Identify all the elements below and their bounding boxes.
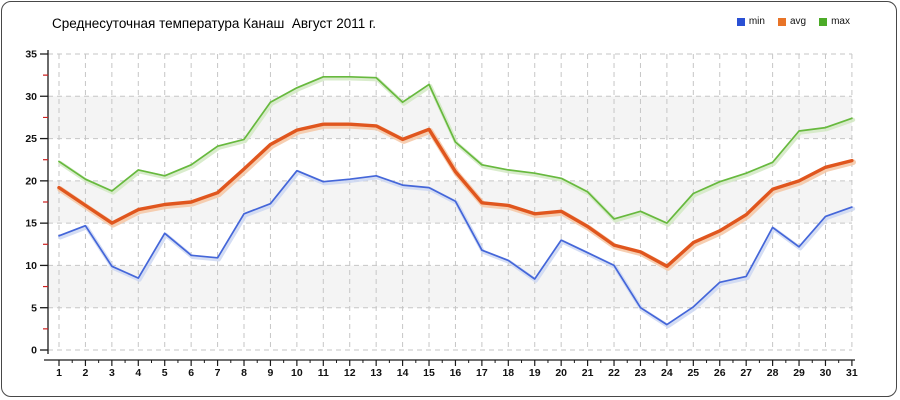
legend-label-avg: avg <box>789 16 807 27</box>
series-max-line <box>58 75 853 224</box>
x-tick-label: 20 <box>555 367 567 379</box>
y-tick-label: 20 <box>25 175 37 187</box>
x-tick-label: 16 <box>450 367 462 379</box>
legend-item-avg: avg <box>777 16 807 27</box>
y-tick-label: 15 <box>25 218 37 230</box>
x-tick-label: 25 <box>687 367 699 379</box>
x-tick-label: 31 <box>846 367 858 379</box>
series-avg-line <box>57 122 854 268</box>
legend-label-max: max <box>831 16 850 27</box>
y-tick-label: 30 <box>25 91 37 103</box>
x-tick-label: 18 <box>502 367 514 379</box>
x-tick-label: 4 <box>135 367 141 379</box>
chart-title: Среднесуточная температура Канаш Август … <box>52 16 377 31</box>
x-tick-label: 8 <box>241 367 247 379</box>
legend-swatch-avg <box>777 17 786 26</box>
x-tick-label: 3 <box>109 367 115 379</box>
x-tick-label: 14 <box>397 367 409 379</box>
x-tick-label: 9 <box>268 367 274 379</box>
y-tick-label: 25 <box>25 133 37 145</box>
series-min-line <box>58 169 853 326</box>
y-tick-label: 0 <box>31 345 37 357</box>
legend-swatch-min <box>736 17 745 26</box>
y-tick-label: 5 <box>31 302 37 314</box>
x-tick-label: 2 <box>83 367 89 379</box>
x-tick-label: 13 <box>370 367 382 379</box>
x-tick-label: 22 <box>608 367 620 379</box>
x-tick-label: 28 <box>767 367 779 379</box>
x-tick-label: 24 <box>661 367 673 379</box>
x-tick-label: 26 <box>714 367 726 379</box>
legend-swatch-max <box>819 17 828 26</box>
x-axis: 1 2 3 4 5 6 7 8 9 10 11 12 13 14 15 16 17 18 19 20 21 22 23 24 2… <box>44 359 858 379</box>
legend-item-max: max <box>819 16 850 27</box>
y-tick-label: 35 <box>25 49 37 61</box>
series-min <box>58 169 856 329</box>
x-tick-label: 6 <box>188 367 194 379</box>
x-tick-label: 30 <box>820 367 832 379</box>
legend: min avg max <box>736 16 850 27</box>
y-axis: 0 5 10 15 20 25 30 35 <box>25 49 49 357</box>
x-tick-label: 5 <box>162 367 168 379</box>
legend-item-min: min <box>736 16 765 27</box>
x-tick-label: 12 <box>344 367 356 379</box>
x-tick-label: 21 <box>582 367 594 379</box>
x-tick-label: 1 <box>56 367 62 379</box>
x-tick-label: 29 <box>793 367 805 379</box>
series-max <box>58 75 856 227</box>
x-tick-label: 17 <box>476 367 488 379</box>
plot-band <box>48 180 852 224</box>
x-tick-label: 23 <box>635 367 647 379</box>
y-tick-label: 10 <box>25 260 37 272</box>
x-tick-label: 27 <box>740 367 752 379</box>
x-tick-label: 10 <box>291 367 303 379</box>
x-tick-label: 7 <box>215 367 221 379</box>
x-tick-label: 15 <box>423 367 435 379</box>
series-avg <box>57 122 857 271</box>
x-tick-label: 19 <box>529 367 541 379</box>
legend-label-min: min <box>748 16 765 27</box>
plot-band <box>48 265 852 308</box>
x-tick-label: 11 <box>318 367 329 379</box>
